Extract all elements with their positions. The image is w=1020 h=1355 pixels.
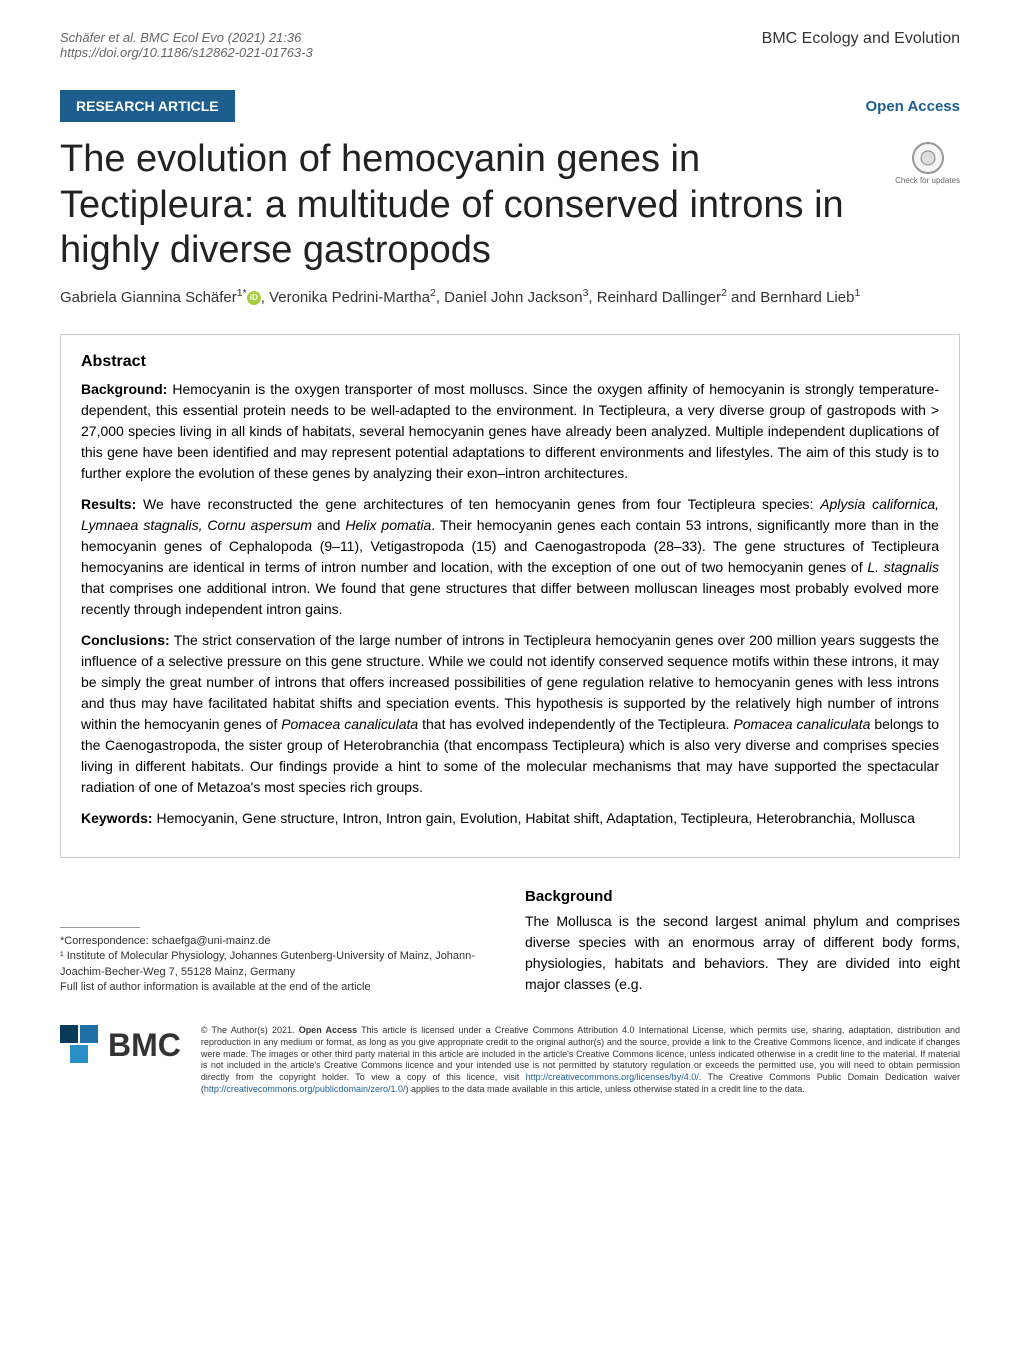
doi-line: https://doi.org/10.1186/s12862-021-01763…	[60, 45, 313, 60]
background-label: Background:	[81, 381, 167, 397]
background-heading: Background	[525, 888, 960, 905]
background-text: Hemocyanin is the oxygen transporter of …	[81, 381, 939, 481]
journal-name: BMC Ecology and Evolution	[762, 30, 960, 48]
two-column-section: *Correspondence: schaefga@uni-mainz.de ¹…	[0, 878, 1020, 1015]
abstract-background: Background: Hemocyanin is the oxygen tra…	[81, 379, 939, 484]
footer-row: BMC © The Author(s) 2021. Open Access Th…	[0, 1015, 1020, 1125]
background-body: The Mollusca is the second largest anima…	[525, 911, 960, 995]
abstract-conclusions: Conclusions: The strict conservation of …	[81, 630, 939, 798]
title-row: The evolution of hemocyanin genes in Tec…	[0, 122, 1020, 274]
research-article-badge: RESEARCH ARTICLE	[60, 90, 235, 122]
results-text: We have reconstructed the gene architect…	[81, 496, 939, 617]
crossmark-icon	[912, 142, 944, 174]
open-access-label: Open Access	[866, 98, 961, 115]
correspondence-email: schaefga@uni-mainz.de	[152, 935, 271, 947]
citation-line: Schäfer et al. BMC Ecol Evo (2021) 21:36	[60, 30, 313, 45]
correspondence-label: *Correspondence:	[60, 935, 152, 947]
conclusions-label: Conclusions:	[81, 632, 170, 648]
article-title: The evolution of hemocyanin genes in Tec…	[60, 137, 875, 274]
orcid-icon	[247, 291, 261, 305]
authors-list: Gabriela Giannina Schäfer1*, Veronika Pe…	[0, 274, 1020, 310]
abstract-results: Results: We have reconstructed the gene …	[81, 494, 939, 620]
article-type-bar: RESEARCH ARTICLE Open Access	[60, 90, 960, 122]
background-column: Background The Mollusca is the second la…	[525, 888, 960, 995]
affiliation-line: ¹ Institute of Molecular Physiology, Joh…	[60, 949, 495, 980]
check-updates-badge[interactable]: Check for updates	[895, 142, 960, 185]
full-list-note: Full list of author information is avail…	[60, 980, 495, 995]
bmc-logo-icon	[60, 1025, 100, 1065]
abstract-heading: Abstract	[81, 353, 939, 371]
check-updates-label: Check for updates	[895, 176, 960, 185]
abstract-keywords: Keywords: Hemocyanin, Gene structure, In…	[81, 808, 939, 829]
keywords-label: Keywords:	[81, 810, 153, 826]
license-text: © The Author(s) 2021. Open Access This a…	[201, 1025, 960, 1095]
correspondence-column: *Correspondence: schaefga@uni-mainz.de ¹…	[60, 888, 495, 995]
keywords-text: Hemocyanin, Gene structure, Intron, Intr…	[153, 810, 915, 826]
running-header: Schäfer et al. BMC Ecol Evo (2021) 21:36…	[0, 0, 1020, 70]
header-citation: Schäfer et al. BMC Ecol Evo (2021) 21:36…	[60, 30, 313, 60]
bmc-logo: BMC	[60, 1025, 181, 1065]
abstract-box: Abstract Background: Hemocyanin is the o…	[60, 334, 960, 858]
correspondence-line: *Correspondence: schaefga@uni-mainz.de	[60, 934, 495, 949]
conclusions-text: The strict conservation of the large num…	[81, 632, 939, 795]
divider	[60, 927, 140, 928]
bmc-text: BMC	[108, 1027, 181, 1064]
results-label: Results:	[81, 496, 136, 512]
